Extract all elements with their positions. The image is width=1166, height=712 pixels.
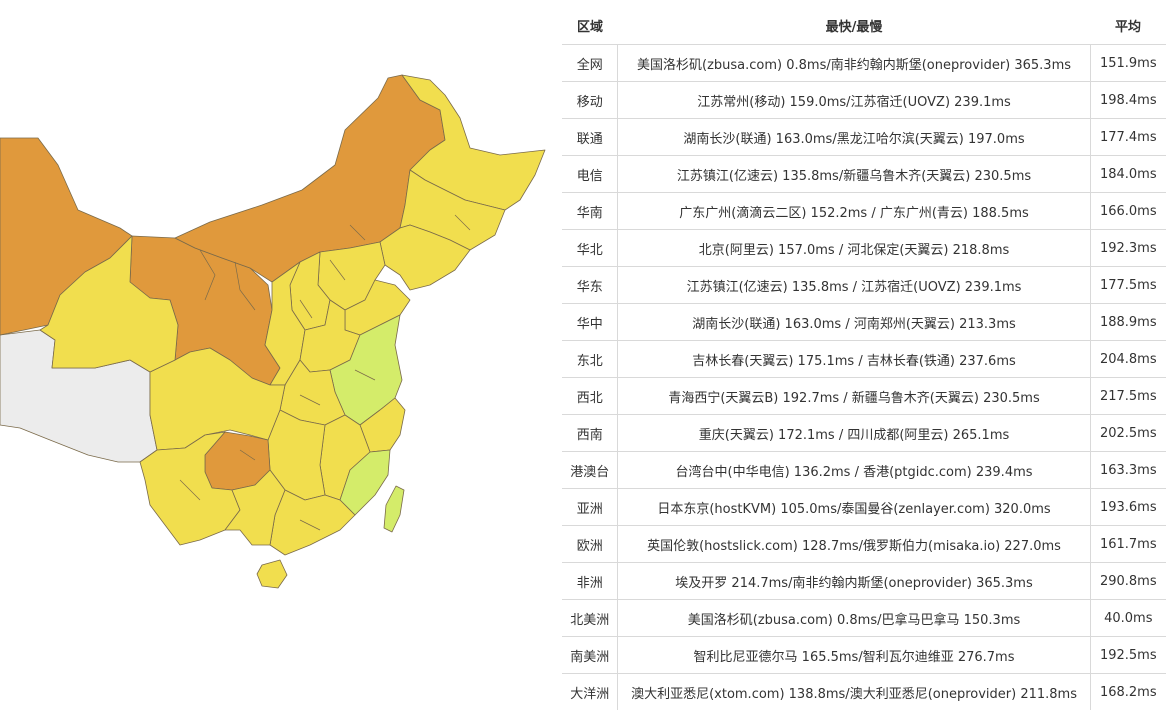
region-cell: 西北 <box>562 377 619 415</box>
average-cell: 188.9ms <box>1090 303 1166 341</box>
average-cell: 202.5ms <box>1090 414 1166 452</box>
region-cell: 联通 <box>562 118 619 156</box>
region-cell: 南美洲 <box>562 636 619 674</box>
average-cell: 163.3ms <box>1090 451 1166 489</box>
average-cell: 290.8ms <box>1090 562 1166 600</box>
region-cell: 欧洲 <box>562 525 619 563</box>
region-hainan[interactable] <box>256 559 288 589</box>
average-cell: 192.5ms <box>1090 636 1166 674</box>
table-row: 西南 重庆(天翼云) 172.1ms / 四川成都(阿里云) 265.1ms 202… <box>562 414 1166 452</box>
table-row: 移动 江苏常州(移动) 159.0ms/江苏宿迁(UOVZ) 239.1ms 198… <box>562 81 1166 119</box>
table-row: 电信 江苏镇江(亿速云) 135.8ms/新疆乌鲁木齐(天翼云) 230.5ms 1… <box>562 155 1166 193</box>
average-cell: 177.5ms <box>1090 266 1166 304</box>
latency-table: 区域 最快/最慢 平均 全网 美国洛杉矶(zbusa.com) 0.8ms/南非约… <box>562 7 1166 710</box>
region-cell: 全网 <box>562 44 619 82</box>
average-cell: 161.7ms <box>1090 525 1166 563</box>
average-cell: 184.0ms <box>1090 155 1166 193</box>
table-row: 西北 青海西宁(天翼云B) 192.7ms / 新疆乌鲁木齐(天翼云) 230.5… <box>562 377 1166 415</box>
table-row: 北美洲 美国洛杉矶(zbusa.com) 0.8ms/巴拿马巴拿马 150.3ms… <box>562 599 1166 637</box>
table-body: 全网 美国洛杉矶(zbusa.com) 0.8ms/南非约翰内斯堡(oneprov… <box>562 44 1166 710</box>
average-cell: 217.5ms <box>1090 377 1166 415</box>
region-liaoning[interactable] <box>379 224 471 291</box>
region-cell: 西南 <box>562 414 619 452</box>
detail-cell: 吉林长春(天翼云) 175.1ms / 吉林长春(铁通) 237.6ms <box>617 340 1091 378</box>
region-cell: 移动 <box>562 81 619 119</box>
table-row: 联通 湖南长沙(联通) 163.0ms/黑龙江哈尔滨(天翼云) 197.0ms 17… <box>562 118 1166 156</box>
detail-cell: 重庆(天翼云) 172.1ms / 四川成都(阿里云) 265.1ms <box>617 414 1091 452</box>
average-cell: 168.2ms <box>1090 673 1166 710</box>
table-row: 华南 广东广州(滴滴云二区) 152.2ms / 广东广州(青云) 188.5ms… <box>562 192 1166 230</box>
detail-cell: 江苏常州(移动) 159.0ms/江苏宿迁(UOVZ) 239.1ms <box>617 81 1091 119</box>
detail-cell: 广东广州(滴滴云二区) 152.2ms / 广东广州(青云) 188.5ms <box>617 192 1091 230</box>
header-average: 平均 <box>1115 20 1142 35</box>
average-cell: 193.6ms <box>1090 488 1166 526</box>
region-cell: 华北 <box>562 229 619 267</box>
detail-cell: 青海西宁(天翼云B) 192.7ms / 新疆乌鲁木齐(天翼云) 230.5ms <box>617 377 1091 415</box>
detail-cell: 日本东京(hostKVM) 105.0ms/泰国曼谷(zenlayer.com)… <box>617 488 1091 526</box>
table-row: 非洲 埃及开罗 214.7ms/南非约翰内斯堡(oneprovider) 365.… <box>562 562 1166 600</box>
detail-cell: 江苏镇江(亿速云) 135.8ms/新疆乌鲁木齐(天翼云) 230.5ms <box>617 155 1091 193</box>
detail-cell: 湖南长沙(联通) 163.0ms/黑龙江哈尔滨(天翼云) 197.0ms <box>617 118 1091 156</box>
detail-cell: 美国洛杉矶(zbusa.com) 0.8ms/南非约翰内斯堡(oneprovid… <box>617 44 1091 82</box>
detail-cell: 北京(阿里云) 157.0ms / 河北保定(天翼云) 218.8ms <box>617 229 1091 267</box>
region-taiwan[interactable] <box>383 485 405 533</box>
region-cell: 华中 <box>562 303 619 341</box>
region-cell: 北美洲 <box>562 599 619 637</box>
detail-cell: 澳大利亚悉尼(xtom.com) 138.8ms/澳大利亚悉尼(oneprovi… <box>617 673 1091 710</box>
china-latency-map <box>0 0 560 712</box>
detail-cell: 江苏镇江(亿速云) 135.8ms / 江苏宿迁(UOVZ) 239.1ms <box>617 266 1091 304</box>
detail-cell: 智利比尼亚德尔马 165.5ms/智利瓦尔迪维亚 276.7ms <box>617 636 1091 674</box>
inner-border-lines <box>179 214 471 531</box>
region-cell: 电信 <box>562 155 619 193</box>
region-cell: 亚洲 <box>562 488 619 526</box>
table-row: 亚洲 日本东京(hostKVM) 105.0ms/泰国曼谷(zenlayer.co… <box>562 488 1166 526</box>
table-row: 华北 北京(阿里云) 157.0ms / 河北保定(天翼云) 218.8ms 192… <box>562 229 1166 267</box>
average-cell: 177.4ms <box>1090 118 1166 156</box>
region-cell: 大洋洲 <box>562 673 619 710</box>
detail-cell: 湖南长沙(联通) 163.0ms / 河南郑州(天翼云) 213.3ms <box>617 303 1091 341</box>
average-cell: 192.3ms <box>1090 229 1166 267</box>
region-qinghai[interactable] <box>39 235 179 373</box>
table-row: 港澳台 台湾台中(中华电信) 136.2ms / 香港(ptgidc.com) 2… <box>562 451 1166 489</box>
table-header-row: 区域 最快/最慢 平均 <box>562 7 1166 45</box>
region-cell: 华东 <box>562 266 619 304</box>
region-fujian[interactable] <box>339 449 391 516</box>
detail-cell: 英国伦敦(hostslick.com) 128.7ms/俄罗斯伯力(misaka… <box>617 525 1091 563</box>
region-cell: 非洲 <box>562 562 619 600</box>
table-row: 南美洲 智利比尼亚德尔马 165.5ms/智利瓦尔迪维亚 276.7ms 192.5… <box>562 636 1166 674</box>
average-cell: 151.9ms <box>1090 44 1166 82</box>
average-cell: 40.0ms <box>1090 599 1166 637</box>
table-row: 华东 江苏镇江(亿速云) 135.8ms / 江苏宿迁(UOVZ) 239.1ms… <box>562 266 1166 304</box>
header-fastest-slowest: 最快/最慢 <box>825 20 883 35</box>
detail-cell: 美国洛杉矶(zbusa.com) 0.8ms/巴拿马巴拿马 150.3ms <box>617 599 1091 637</box>
average-cell: 166.0ms <box>1090 192 1166 230</box>
table-row: 欧洲 英国伦敦(hostslick.com) 128.7ms/俄罗斯伯力(misa… <box>562 525 1166 563</box>
table-row: 全网 美国洛杉矶(zbusa.com) 0.8ms/南非约翰内斯堡(oneprov… <box>562 44 1166 82</box>
header-region: 区域 <box>576 20 603 35</box>
region-cell: 东北 <box>562 340 619 378</box>
region-guangxi[interactable] <box>224 469 286 546</box>
detail-cell: 台湾台中(中华电信) 136.2ms / 香港(ptgidc.com) 239.… <box>617 451 1091 489</box>
detail-cell: 埃及开罗 214.7ms/南非约翰内斯堡(oneprovider) 365.3m… <box>617 562 1091 600</box>
table-row: 东北 吉林长春(天翼云) 175.1ms / 吉林长春(铁通) 237.6ms 20… <box>562 340 1166 378</box>
region-cell: 港澳台 <box>562 451 619 489</box>
table-row: 华中 湖南长沙(联通) 163.0ms / 河南郑州(天翼云) 213.3ms 18… <box>562 303 1166 341</box>
average-cell: 204.8ms <box>1090 340 1166 378</box>
china-map-svg <box>0 74 546 589</box>
average-cell: 198.4ms <box>1090 81 1166 119</box>
table-row: 大洋洲 澳大利亚悉尼(xtom.com) 138.8ms/澳大利亚悉尼(onepr… <box>562 673 1166 710</box>
region-cell: 华南 <box>562 192 619 230</box>
